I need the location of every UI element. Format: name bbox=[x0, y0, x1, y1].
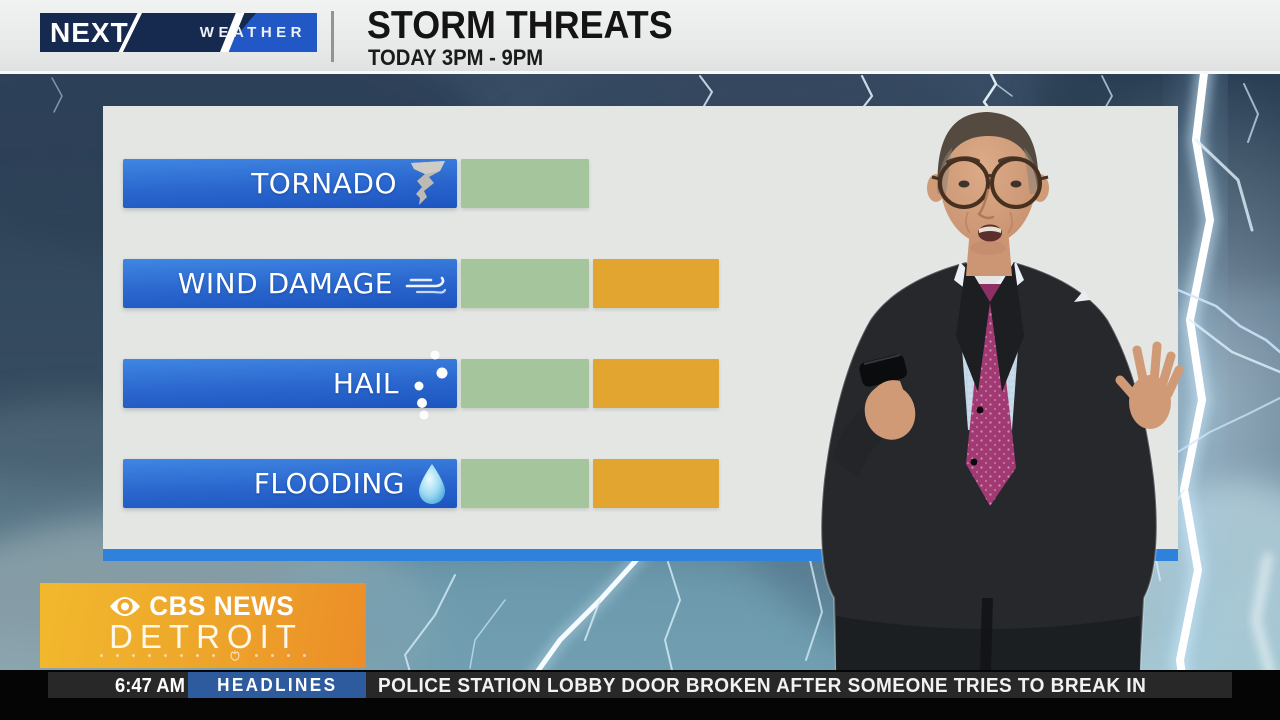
threat-label-bar: HAIL bbox=[123, 350, 457, 420]
jacket-button bbox=[976, 406, 984, 414]
city-name: DETROIT bbox=[109, 618, 303, 655]
decorative-dots bbox=[40, 648, 366, 663]
threat-label-bar: FLOODING bbox=[123, 459, 457, 508]
threat-row: FLOODING bbox=[103, 459, 1178, 508]
hair bbox=[937, 112, 1039, 194]
wind-icon bbox=[405, 276, 447, 294]
threat-row: TORNADO bbox=[103, 159, 1178, 208]
severity-segment-orange bbox=[593, 259, 719, 308]
threat-row: WIND DAMAGE bbox=[103, 259, 1178, 308]
header-divider bbox=[331, 11, 334, 62]
threat-label: TORNADO bbox=[251, 167, 397, 200]
clock: 6:47 AM bbox=[115, 675, 185, 697]
next-weather-logo: NEXT WEATHER bbox=[40, 13, 317, 52]
lower-third-bar: 6:47 AM HEADLINES POLICE STATION LOBBY D… bbox=[0, 670, 1280, 720]
severity-segment-green bbox=[461, 159, 589, 208]
ticker-strip: 6:47 AM HEADLINES POLICE STATION LOBBY D… bbox=[48, 672, 1232, 698]
suit-lapel-right bbox=[990, 262, 1024, 392]
threat-row: HAIL bbox=[103, 350, 1178, 420]
threat-label: FLOODING bbox=[253, 467, 405, 500]
weather-presenter bbox=[820, 112, 1184, 672]
threat-label-bar: TORNADO bbox=[123, 159, 457, 208]
severity-segment-green bbox=[461, 459, 589, 508]
headlines-tag-label: HEADLINES bbox=[216, 674, 338, 695]
flood-icon bbox=[419, 463, 445, 504]
hail-icon bbox=[414, 350, 448, 420]
detroit-emblem-icon bbox=[230, 650, 240, 661]
header-bar: NEXT WEATHER STORM THREATS TODAY 3PM - 9… bbox=[0, 0, 1280, 74]
next-logo-navy-panel bbox=[40, 13, 257, 52]
severity-segment-green bbox=[461, 359, 589, 408]
network-name: CBS NEWS bbox=[148, 591, 295, 621]
pocket-square bbox=[1074, 290, 1090, 302]
severity-segment-orange bbox=[593, 359, 719, 408]
page-subtitle: TODAY 3PM - 9PM bbox=[368, 45, 544, 70]
severity-segment-orange bbox=[593, 459, 719, 508]
suit-lapel-left bbox=[956, 262, 990, 392]
tornado-icon bbox=[411, 160, 445, 205]
brand-weather: WEATHER bbox=[199, 24, 306, 41]
severity-segment-green bbox=[461, 259, 589, 308]
news-ticker-headline: POLICE STATION LOBBY DOOR BROKEN AFTER S… bbox=[378, 675, 1147, 697]
headlines-tag: HEADLINES bbox=[188, 672, 366, 698]
threat-label: HAIL bbox=[332, 367, 399, 400]
glasses-icon bbox=[931, 157, 1049, 209]
station-logo: CBS NEWS DETROIT bbox=[40, 583, 366, 668]
page-title: STORM THREATS bbox=[367, 4, 673, 47]
cbs-eye-icon bbox=[109, 597, 140, 616]
brand-next: NEXT bbox=[50, 17, 129, 48]
trouser-gap bbox=[980, 598, 993, 672]
threat-label-bar: WIND DAMAGE bbox=[123, 259, 457, 308]
threat-label: WIND DAMAGE bbox=[177, 267, 393, 300]
jacket-button bbox=[970, 458, 978, 466]
hand bbox=[1115, 341, 1184, 429]
